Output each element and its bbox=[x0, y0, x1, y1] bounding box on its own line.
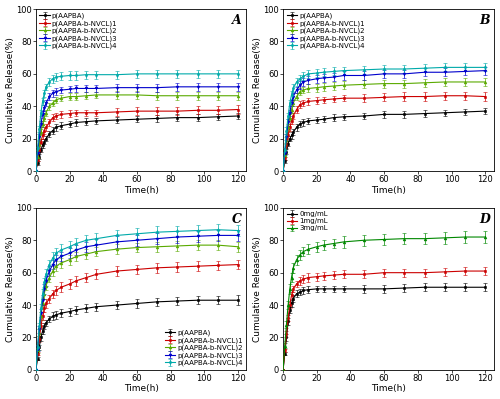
Y-axis label: Cumulative Release(%): Cumulative Release(%) bbox=[6, 37, 15, 143]
Y-axis label: Cumulative Release(%): Cumulative Release(%) bbox=[253, 236, 262, 342]
Text: A: A bbox=[232, 14, 241, 27]
Text: C: C bbox=[232, 213, 241, 226]
Y-axis label: Cumulative Release(%): Cumulative Release(%) bbox=[253, 37, 262, 143]
X-axis label: Time(h): Time(h) bbox=[371, 186, 406, 195]
Legend: p(AAPBA), p(AAPBA-b-NVCL)1, p(AAPBA-b-NVCL)2, p(AAPBA-b-NVCL)3, p(AAPBA-b-NVCL)4: p(AAPBA), p(AAPBA-b-NVCL)1, p(AAPBA-b-NV… bbox=[38, 11, 119, 51]
X-axis label: Time(h): Time(h) bbox=[124, 186, 158, 195]
X-axis label: Time(h): Time(h) bbox=[371, 385, 406, 393]
Legend: p(AAPBA), p(AAPBA-b-NVCL)1, p(AAPBA-b-NVCL)2, p(AAPBA-b-NVCL)3, p(AAPBA-b-NVCL)4: p(AAPBA), p(AAPBA-b-NVCL)1, p(AAPBA-b-NV… bbox=[164, 328, 244, 368]
Text: B: B bbox=[479, 14, 490, 27]
Legend: p(AAPBA), p(AAPBA-b-NVCL)1, p(AAPBA-b-NVCL)2, p(AAPBA-b-NVCL)3, p(AAPBA-b-NVCL)4: p(AAPBA), p(AAPBA-b-NVCL)1, p(AAPBA-b-NV… bbox=[285, 11, 366, 51]
X-axis label: Time(h): Time(h) bbox=[124, 385, 158, 393]
Legend: 0mg/mL, 1mg/mL, 3mg/mL: 0mg/mL, 1mg/mL, 3mg/mL bbox=[285, 210, 329, 233]
Y-axis label: Cumulative Release(%): Cumulative Release(%) bbox=[6, 236, 15, 342]
Text: D: D bbox=[479, 213, 490, 226]
